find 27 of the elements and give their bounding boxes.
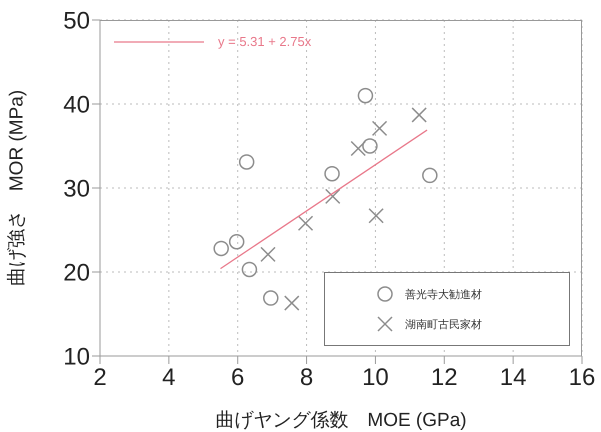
point: [238, 154, 254, 170]
x-axis-title: 曲げヤング係数 MOE (GPa): [215, 410, 467, 431]
y-tick-label: 40: [63, 92, 90, 119]
y-tick-label: 50: [63, 8, 90, 35]
point: [358, 88, 374, 104]
y-tick-label: 10: [63, 344, 90, 371]
point: [362, 138, 378, 154]
y-tick-label: 20: [63, 260, 90, 287]
x-tick-label: 16: [568, 364, 596, 392]
point: [324, 166, 340, 182]
text: y = 5.31 + 2.75x: [218, 34, 312, 49]
x-tick-label: 2: [93, 364, 107, 392]
y-tick-label: 30: [63, 176, 90, 203]
x-tick-label: 10: [362, 364, 389, 392]
point: [263, 290, 279, 306]
x-tick-label: 6: [231, 364, 244, 392]
x-tick-label: 14: [500, 364, 526, 392]
y-axis-title: 曲げ強さ MOR (MPa): [6, 90, 28, 286]
point: [422, 168, 438, 184]
legend-label: 善光寺大勧進材: [405, 288, 482, 302]
legend-label: 湖南町古民家材: [405, 318, 482, 332]
point: [242, 262, 258, 278]
point: [213, 240, 229, 256]
x-tick-label: 12: [430, 364, 458, 392]
point: [228, 234, 244, 250]
x-tick-label: 4: [162, 364, 176, 392]
x-tick-label: 8: [300, 364, 314, 392]
